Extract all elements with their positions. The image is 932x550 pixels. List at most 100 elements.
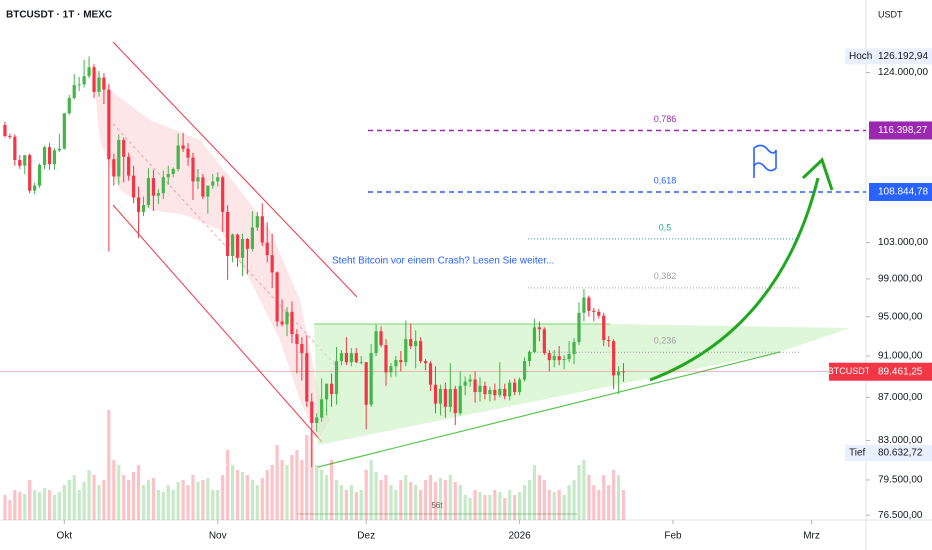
volume-bar bbox=[176, 482, 180, 520]
candle-body bbox=[364, 362, 368, 405]
fib-label: 0,618 bbox=[654, 175, 677, 185]
volume-bar bbox=[537, 475, 541, 520]
volume-bar bbox=[245, 475, 250, 520]
volume-bar bbox=[151, 478, 156, 520]
triangle-bottom bbox=[317, 351, 781, 468]
candle-body bbox=[201, 177, 205, 197]
volume-bar bbox=[186, 485, 190, 520]
candle-body bbox=[443, 388, 447, 407]
flag bbox=[753, 144, 777, 178]
candle-body bbox=[265, 242, 269, 256]
candle-body bbox=[493, 389, 497, 396]
high-value: 126.192,94 bbox=[878, 51, 928, 62]
volume-bar bbox=[399, 480, 403, 520]
candle-body bbox=[562, 359, 566, 361]
candle-body bbox=[374, 331, 378, 354]
volume-bar bbox=[463, 495, 467, 520]
volume-bar bbox=[592, 485, 596, 520]
candle-body bbox=[28, 155, 32, 191]
low-value: 80.632,72 bbox=[878, 448, 923, 459]
candle-body bbox=[62, 113, 66, 149]
fib-label: 0,786 bbox=[654, 114, 677, 124]
candle-body bbox=[394, 360, 398, 367]
volume-bar bbox=[280, 460, 284, 520]
candle-body bbox=[42, 147, 47, 165]
volume-bar bbox=[216, 490, 220, 520]
volume-bar bbox=[374, 472, 378, 520]
volume-bar bbox=[300, 460, 304, 520]
volume-bar bbox=[369, 460, 373, 520]
candle-body bbox=[384, 345, 388, 373]
volume-bar bbox=[448, 475, 452, 520]
x-tick-label: Mrz bbox=[803, 531, 820, 542]
volume-bar bbox=[379, 480, 383, 520]
arrow-head bbox=[801, 157, 834, 191]
low-badge bbox=[845, 444, 932, 461]
candle-body bbox=[602, 315, 606, 341]
price-badge bbox=[869, 121, 932, 140]
candle-body bbox=[23, 155, 27, 166]
candle-body bbox=[295, 334, 299, 345]
volume-bar bbox=[310, 430, 314, 520]
volume-bar bbox=[423, 480, 428, 520]
volume-bar bbox=[112, 460, 116, 520]
candle-body bbox=[151, 178, 156, 196]
candle-body bbox=[483, 385, 487, 395]
candle-body bbox=[156, 193, 160, 196]
volume-bar bbox=[616, 475, 621, 520]
volume-bar bbox=[127, 480, 131, 520]
candle-body bbox=[181, 145, 185, 149]
candle-body bbox=[616, 371, 621, 376]
volume-bar bbox=[612, 470, 616, 520]
candle-body bbox=[537, 327, 541, 330]
volume-bar bbox=[389, 485, 393, 520]
volume-bar bbox=[206, 478, 210, 520]
candle-body bbox=[166, 173, 170, 178]
candle-body bbox=[47, 147, 52, 165]
candle-body bbox=[122, 139, 126, 157]
x-tick-label: Nov bbox=[209, 531, 227, 542]
volume-bar bbox=[290, 455, 294, 520]
channel-lower bbox=[112, 204, 323, 443]
volume-bar bbox=[141, 485, 146, 520]
candle-body bbox=[37, 164, 42, 186]
volume-bar bbox=[542, 480, 546, 520]
volume-bar bbox=[414, 485, 418, 520]
candle-body bbox=[260, 216, 264, 243]
volume-bar bbox=[562, 495, 566, 520]
y-tick-label: 87.000,00 bbox=[878, 392, 923, 403]
candle-body bbox=[191, 157, 195, 182]
candle-body bbox=[250, 227, 254, 249]
volume-bar bbox=[67, 480, 71, 520]
candle-body bbox=[13, 136, 17, 161]
volume-bar bbox=[503, 498, 507, 520]
candle-body bbox=[448, 388, 452, 407]
candle-body bbox=[557, 356, 561, 361]
price-badge bbox=[869, 182, 932, 201]
candle-body bbox=[339, 353, 344, 362]
volume-bar bbox=[552, 492, 556, 520]
volume-bar bbox=[191, 475, 195, 520]
volume-bar bbox=[458, 485, 462, 520]
volume-bar bbox=[433, 482, 438, 520]
y-tick-label: 124.000,00 bbox=[878, 67, 928, 78]
volume-bar bbox=[136, 465, 141, 520]
volume-bar bbox=[8, 500, 12, 520]
volume-bar bbox=[438, 478, 443, 520]
candle-body bbox=[270, 255, 274, 273]
volume-bar bbox=[132, 472, 136, 520]
volume-bar bbox=[587, 475, 591, 520]
fib-label: 0,382 bbox=[654, 271, 677, 281]
volume-bar bbox=[329, 460, 334, 520]
volume-bar bbox=[339, 485, 344, 520]
volume-bar bbox=[226, 450, 230, 520]
volume-bar bbox=[325, 475, 329, 520]
candle-body bbox=[419, 341, 423, 362]
candle-body bbox=[112, 159, 116, 177]
candle-body bbox=[171, 169, 175, 174]
candle-body bbox=[607, 340, 611, 342]
candle-body bbox=[226, 211, 230, 256]
volume-bar bbox=[483, 495, 487, 520]
candle-body bbox=[300, 344, 304, 354]
volume-bar bbox=[359, 490, 363, 520]
